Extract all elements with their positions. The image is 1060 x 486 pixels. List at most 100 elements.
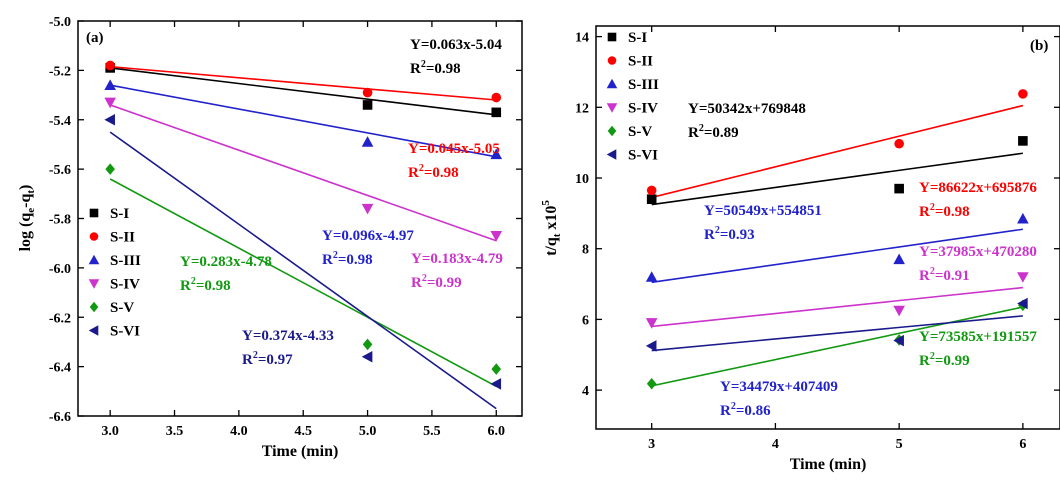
r-squared-value: =0.93 — [720, 227, 755, 243]
x-tick-label: 3.5 — [166, 424, 184, 439]
y-tick-label: -5.4 — [49, 114, 71, 129]
r-squared-sup: 2 — [930, 351, 935, 362]
r-squared-value: =0.98 — [196, 278, 231, 294]
data-point-s-ii — [646, 185, 657, 196]
r-squared-value: =0.89 — [704, 125, 739, 141]
data-point-s-ii — [894, 138, 904, 149]
fit-equation: Y=37985x+470280 — [919, 244, 1037, 260]
y-tick-label: -6.6 — [49, 410, 71, 425]
r-squared-sup: 2 — [715, 225, 720, 236]
data-point-s-iii — [361, 136, 374, 147]
data-point-s-vi — [490, 378, 502, 390]
x-tick-label: 6 — [1019, 437, 1026, 452]
r-squared: R2=0.97 — [242, 350, 293, 368]
r-squared-value: =0.99 — [427, 275, 462, 291]
y-tick-label: -6.4 — [49, 361, 71, 376]
y-tick-label: -6.0 — [49, 262, 71, 277]
r-squared-value: =0.98 — [426, 61, 461, 77]
r-squared-sup: 2 — [930, 202, 935, 213]
r-squared-sup: 2 — [253, 350, 258, 361]
r-squared-value: =0.91 — [935, 268, 970, 284]
legend-marker-s-iv — [606, 103, 618, 113]
data-point-s-vi — [361, 350, 373, 363]
y-tick-label: -5.2 — [49, 64, 71, 79]
x-tick-label: 6.0 — [488, 424, 506, 439]
data-point-s-iii — [1017, 212, 1029, 224]
data-point-s-iv — [104, 97, 116, 109]
x-tick-label: 4 — [772, 437, 779, 452]
data-point-s-v — [491, 363, 502, 375]
legend-label: S-I — [110, 206, 129, 222]
r-squared-value: =0.86 — [736, 403, 771, 419]
y-tick-label: 14 — [575, 31, 589, 46]
legend-marker-s-vi — [88, 325, 99, 336]
legend-marker-s-v — [89, 301, 99, 313]
data-point-s-iv — [645, 318, 658, 329]
plot-frame — [77, 20, 523, 417]
r-squared: R2=0.86 — [720, 401, 771, 419]
y-tick-label: 8 — [582, 243, 589, 258]
r-squared-sup: 2 — [930, 266, 935, 277]
fit-line-s-ii — [110, 65, 497, 101]
legend-label: S-II — [110, 230, 135, 246]
legend-marker-s-iii — [88, 254, 100, 265]
x-tick-label: 3.0 — [101, 424, 119, 439]
y-tick-label: -5.6 — [49, 163, 71, 178]
y-tick-label: 10 — [575, 172, 589, 187]
data-point-s-v — [105, 163, 115, 175]
y-tick-label: 6 — [582, 313, 589, 328]
x-tick-label: 5.5 — [423, 424, 441, 439]
fit-equation: Y=50549x+554851 — [704, 203, 822, 219]
data-point-s-iv — [1017, 272, 1029, 283]
legend-label: S-II — [628, 54, 653, 70]
r-squared: R2=0.89 — [688, 123, 739, 141]
y-axis-label-part: -q — [17, 194, 34, 208]
fit-equation: Y=0.063x-5.04 — [410, 37, 502, 53]
data-point-s-i — [362, 100, 373, 110]
fit-line-s-iii — [110, 84, 497, 158]
fit-line-s-vi — [109, 131, 497, 410]
legend-marker-s-i — [89, 208, 99, 218]
legend-label: S-VI — [110, 324, 140, 340]
r-squared: R2=0.98 — [919, 202, 970, 220]
r-squared: R2=0.98 — [410, 59, 461, 77]
x-tick-label: 4.0 — [230, 424, 248, 439]
panel-b: 3 4 5 6 4 6 8 10 12 14 S-I S-II S-III S-IV S-V S-VI (b) T… — [540, 25, 1060, 473]
fit-line-s-iv — [109, 104, 497, 242]
r-squared-sup: 2 — [421, 59, 426, 70]
legend-label: S-III — [110, 253, 141, 269]
legend-marker-s-ii — [89, 232, 99, 241]
data-point-s-v — [362, 338, 373, 351]
data-point-s-i — [1018, 136, 1028, 146]
data-point-s-vi — [893, 334, 904, 347]
legend-label: S-VI — [628, 148, 658, 164]
data-point-s-i — [894, 183, 904, 194]
y-tick-label: -5.0 — [49, 15, 71, 30]
r-squared: R2=0.99 — [411, 273, 462, 291]
fit-equation: Y=0.374x-4.33 — [242, 328, 334, 344]
legend-marker-s-i — [607, 32, 617, 42]
data-point-s-v — [646, 377, 657, 390]
r-squared-sup: 2 — [333, 250, 338, 261]
legend-label: S-IV — [628, 101, 658, 117]
panel-label: (b) — [1030, 38, 1048, 54]
r-squared-sup: 2 — [422, 273, 427, 284]
x-axis-label: Time (min) — [262, 443, 339, 460]
fit-line-s-ii — [651, 104, 1024, 199]
fit-equation: Y=50342x+769848 — [688, 101, 806, 117]
y-axis-label-part: ) — [17, 185, 34, 190]
data-point-s-iv — [361, 203, 374, 215]
fit-equation: Y=0.045x-5.05 — [408, 141, 500, 157]
data-point-s-ii — [491, 92, 502, 103]
y-tick-label: -6.2 — [49, 311, 71, 326]
data-point-s-vi — [1017, 297, 1028, 310]
y-tick-label: 4 — [582, 384, 589, 399]
y-axis-label-sub: t — [551, 233, 563, 237]
legend-label: S-IV — [110, 277, 140, 293]
data-point-s-iii — [104, 79, 116, 90]
data-point-s-ii — [105, 60, 115, 71]
legend-marker-s-v — [607, 125, 617, 137]
fit-line-s-v — [109, 178, 497, 388]
fit-equation: Y=86622x+695876 — [919, 180, 1037, 196]
r-squared: R2=0.93 — [704, 225, 755, 243]
